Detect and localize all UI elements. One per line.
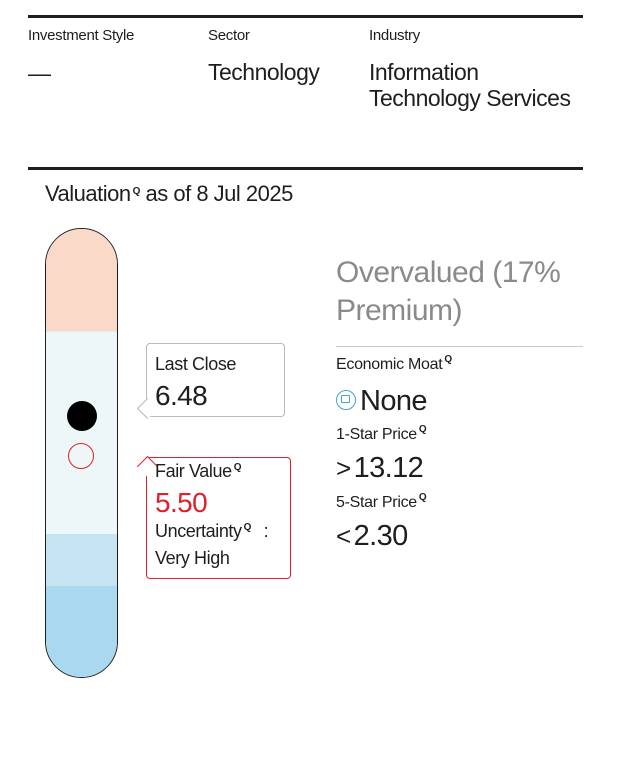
five-star-label: 5-Star Price — [336, 494, 417, 511]
less-than-symbol: < — [336, 521, 351, 551]
one-star-label-row: 1-Star Price Q — [336, 424, 427, 444]
q-info-icon[interactable]: Q — [418, 424, 427, 435]
uncertainty-label: Uncertainty — [155, 521, 242, 541]
q-info-icon[interactable]: Q — [243, 522, 252, 533]
one-star-value: 13.12 — [353, 452, 424, 484]
economic-moat-label-row: Economic Moat Q — [336, 354, 452, 374]
top-rule — [28, 15, 583, 18]
investment-style-value: — — [28, 60, 51, 86]
uncertainty-value: Very High — [155, 548, 230, 568]
valuation-status: Overvalued (17% Premium) — [336, 256, 561, 327]
q-info-icon[interactable]: Q — [233, 462, 242, 473]
sector-value: Technology — [208, 59, 320, 85]
five-star-value: 2.30 — [353, 520, 409, 552]
fair-value-callout — [146, 457, 291, 579]
fair-value-label: Fair Value — [155, 461, 232, 481]
uncertainty-row: Uncertainty Q : — [155, 521, 269, 542]
greater-than-symbol: > — [336, 453, 351, 483]
fair-value-label-row: Fair Value Q — [155, 461, 242, 482]
last-close-label: Last Close — [155, 354, 237, 374]
q-info-icon[interactable]: Q — [132, 186, 141, 197]
five-star-value-row: <2.30 — [336, 520, 408, 553]
valuation-as-of: as of 8 Jul 2025 — [145, 181, 294, 206]
gauge-band-undervalued-dark — [46, 586, 117, 677]
industry-label: Industry — [369, 27, 420, 44]
fair-value-marker — [68, 443, 94, 469]
last-close-marker — [67, 401, 97, 431]
valuation-gauge — [45, 228, 118, 678]
five-star-label-row: 5-Star Price Q — [336, 492, 427, 512]
sector-label: Sector — [208, 27, 250, 44]
gauge-band-undervalued-light — [46, 534, 117, 586]
economic-moat-label: Economic Moat — [336, 356, 443, 373]
q-info-icon[interactable]: Q — [444, 354, 452, 365]
valuation-title: Valuation — [45, 181, 131, 206]
gauge-band-fair — [46, 332, 117, 534]
section-rule — [28, 167, 583, 170]
gauge-divider — [46, 331, 117, 332]
fair-value-value: 5.50 — [155, 487, 208, 518]
one-star-value-row: >13.12 — [336, 452, 424, 485]
economic-moat-value: None — [360, 385, 428, 417]
uncertainty-separator: : — [263, 521, 269, 541]
moat-shield-icon — [336, 390, 356, 411]
investment-style-label: Investment Style — [28, 27, 135, 44]
economic-moat-value-row: None — [336, 385, 428, 418]
gauge-band-overvalued — [46, 229, 117, 332]
valuation-heading: Valuation Q as of 8 Jul 2025 — [45, 181, 293, 207]
last-close-callout — [146, 343, 285, 417]
status-divider — [336, 346, 583, 347]
last-close-value: 6.48 — [155, 380, 208, 411]
one-star-label: 1-Star Price — [336, 426, 417, 443]
q-info-icon[interactable]: Q — [418, 492, 427, 503]
industry-value: Information Technology Services — [369, 59, 571, 111]
